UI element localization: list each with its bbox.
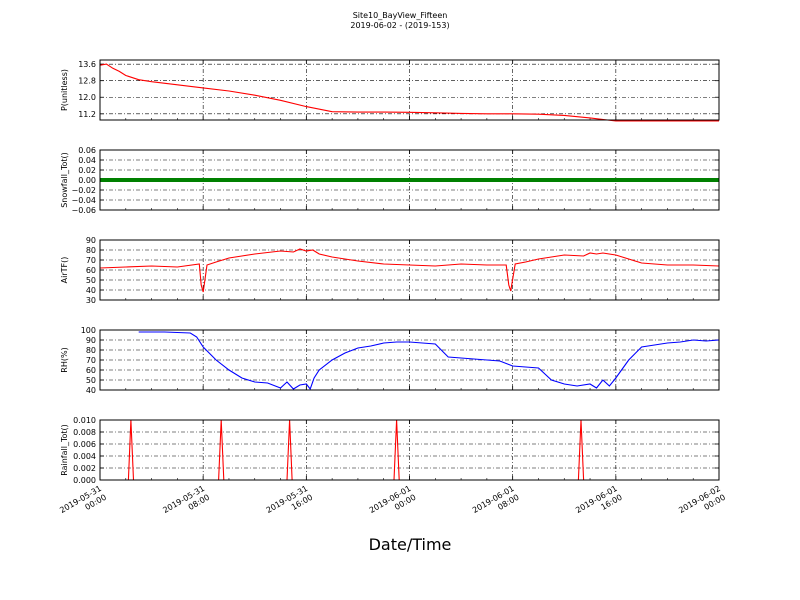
y-tick-label: 40 bbox=[86, 286, 96, 295]
y-tick-label: 80 bbox=[86, 246, 96, 255]
y-tick-label: 12.0 bbox=[78, 93, 96, 102]
plot-frame bbox=[99, 239, 720, 301]
y-tick-label: 12.8 bbox=[78, 77, 96, 86]
chart-title: Site10_BayView_Fifteen bbox=[352, 11, 448, 20]
y-tick-label: 0.002 bbox=[73, 464, 96, 473]
series-line bbox=[138, 331, 720, 391]
y-tick-label: 0.06 bbox=[78, 146, 96, 155]
panel-5: 0.010 0.008 0.006 0.004 0.002 0.000 Rainfall_T… bbox=[60, 416, 720, 485]
plot-frame bbox=[99, 419, 720, 481]
y-tick-label: 50 bbox=[86, 376, 96, 385]
y-tick-label: 90 bbox=[86, 236, 96, 245]
y-axis-label: P(unitless) bbox=[60, 69, 69, 111]
x-axis-label: Date/Time bbox=[368, 535, 452, 554]
y-tick-label: 70 bbox=[86, 256, 96, 265]
y-tick-label: 0.000 bbox=[73, 476, 96, 485]
panel-2: 0.060.040.020.00−0.02−0.04−0.06Snowfall_… bbox=[60, 146, 720, 215]
y-tick-label: 0.02 bbox=[78, 166, 96, 175]
y-tick-label: 80 bbox=[86, 346, 96, 355]
series-line bbox=[99, 63, 719, 122]
y-tick-label: 13.6 bbox=[78, 60, 96, 69]
series-line bbox=[99, 248, 720, 293]
y-tick-label: 70 bbox=[86, 356, 96, 365]
y-tick-label: −0.02 bbox=[71, 186, 96, 195]
y-tick-label: 40 bbox=[86, 386, 96, 395]
y-tick-label: 11.2 bbox=[78, 110, 96, 119]
y-tick-label: 60 bbox=[86, 266, 96, 275]
y-tick-label: 60 bbox=[86, 366, 96, 375]
y-tick-label: 90 bbox=[86, 336, 96, 345]
panel-1: 13.6 12.8 12.0 11.2 P(unitless) bbox=[60, 59, 720, 122]
y-tick-label: 0.00 bbox=[78, 176, 96, 185]
y-axis-label: Rainfall_Tot() bbox=[60, 424, 69, 476]
y-tick-label: 0.004 bbox=[73, 452, 96, 461]
y-axis-label: RH(%) bbox=[60, 347, 69, 372]
y-axis-label: Snowfall_Tot() bbox=[60, 152, 69, 208]
y-tick-label: 0.04 bbox=[78, 156, 96, 165]
y-tick-label: 100 bbox=[81, 326, 96, 335]
y-tick-label: −0.04 bbox=[71, 196, 96, 205]
y-tick-label: 30 bbox=[86, 296, 96, 305]
plot-frame bbox=[99, 149, 720, 211]
plot-frame bbox=[99, 329, 720, 391]
y-tick-label: 50 bbox=[86, 276, 96, 285]
y-tick-label: 0.008 bbox=[73, 428, 96, 437]
y-tick-label: 0.006 bbox=[73, 440, 96, 449]
plot-frame bbox=[99, 59, 720, 121]
y-tick-label: 0.010 bbox=[73, 416, 96, 425]
y-tick-label: −0.06 bbox=[71, 206, 96, 215]
y-axis-label: AirTF() bbox=[60, 257, 69, 284]
chart-subtitle: 2019-06-02 - (2019-153) bbox=[350, 21, 450, 30]
